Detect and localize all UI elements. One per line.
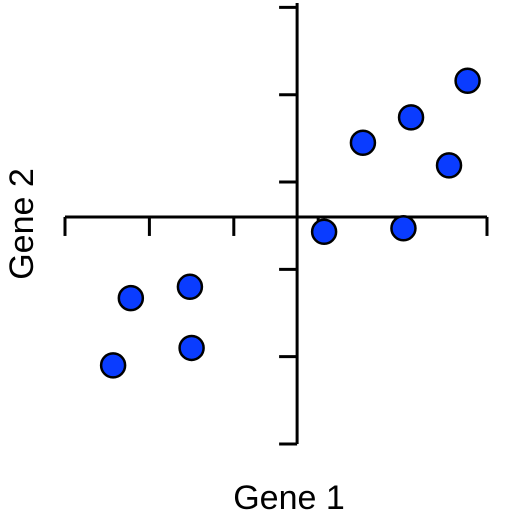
data-point (178, 334, 205, 362)
data-point (176, 273, 204, 301)
x-axis-label: Gene 1 (233, 479, 345, 513)
data-point (390, 215, 417, 242)
data-point (310, 218, 338, 246)
data-point (397, 104, 425, 131)
data-point (117, 284, 145, 312)
data-point (454, 67, 481, 94)
y-axis-label: Gene 2 (3, 168, 41, 280)
data-point (435, 152, 463, 179)
data-point (99, 352, 127, 379)
y-axis-ticks (279, 5, 298, 446)
x-axis-ticks (63, 216, 489, 236)
data-points (99, 67, 481, 379)
data-point (349, 129, 377, 156)
